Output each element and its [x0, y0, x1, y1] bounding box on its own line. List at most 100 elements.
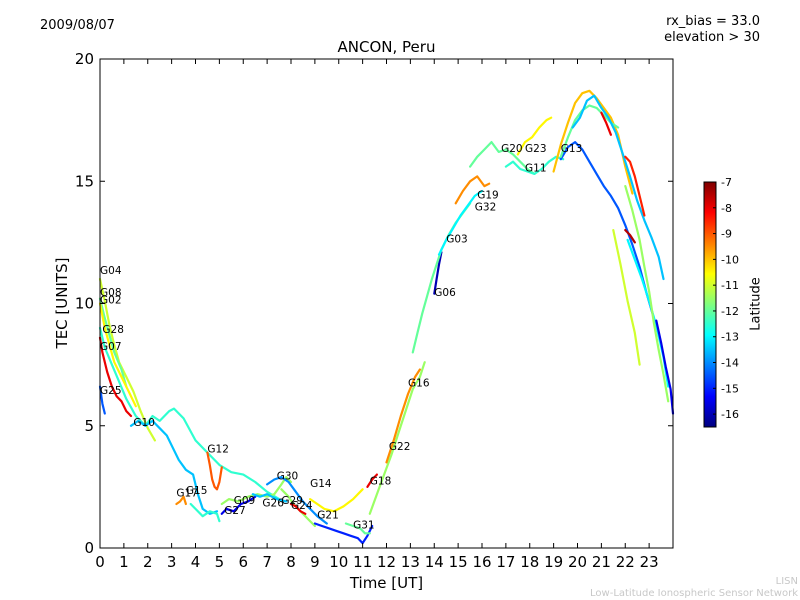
- x-tick-label: 12: [377, 553, 396, 571]
- satellite-label: G15: [186, 485, 208, 497]
- y-tick-label: 10: [75, 295, 94, 313]
- x-tick-label: 1: [119, 553, 129, 571]
- satellite-label: G32: [475, 202, 497, 214]
- series-line-g24: [289, 502, 307, 515]
- x-tick-label: 11: [353, 553, 372, 571]
- satellite-label: G19: [477, 189, 499, 201]
- colorbar-tick-label: -10: [721, 253, 739, 266]
- x-tick-label: 13: [401, 553, 420, 571]
- satellite-label: G06: [434, 287, 456, 299]
- series-line-g03: [411, 202, 472, 354]
- series-line-trace-38: [655, 319, 675, 415]
- satellite-label: G17: [176, 488, 198, 500]
- x-tick-label: 7: [262, 553, 272, 571]
- footer-network-name: Low-Latitude Ionospheric Sensor Network: [590, 588, 798, 599]
- x-tick-label: 14: [425, 553, 444, 571]
- series-line-g20: [469, 141, 536, 175]
- satellite-label: G24: [291, 500, 313, 512]
- satellite-label: G10: [133, 417, 155, 429]
- satellite-label: G04: [100, 265, 122, 277]
- x-tick-label: 10: [329, 553, 348, 571]
- colorbar: -7 -8 -9 -10 -11 -12 -13 -14 -15 -16: [703, 176, 739, 428]
- series-line-g15: [189, 502, 221, 523]
- series-line-g04: [98, 277, 156, 442]
- x-tick-label: 17: [496, 553, 515, 571]
- colorbar-tick-label: -11: [721, 279, 739, 292]
- colorbar-tick-label: -16: [721, 408, 739, 421]
- series-line-g17: [175, 495, 187, 506]
- elevation-label: elevation > 30: [664, 30, 760, 45]
- satellite-label: G28: [102, 324, 124, 336]
- satellite-label: G30: [277, 471, 299, 483]
- satellite-label: G27: [224, 505, 246, 517]
- colorbar-tick-label: -15: [721, 382, 739, 395]
- satellite-label: G22: [389, 441, 411, 453]
- satellite-label: G08: [100, 287, 122, 299]
- series-line-g07: [98, 336, 133, 418]
- satellite-label: G16: [408, 378, 430, 390]
- satellite-label: G26: [262, 497, 284, 509]
- satellite-label: G20: [501, 143, 522, 155]
- y-tick-label: 15: [75, 172, 94, 190]
- series-line-g13: [559, 141, 655, 320]
- series-line-g06: [433, 251, 443, 295]
- x-tick-label: 9: [310, 553, 320, 571]
- series-line-g19: [454, 175, 491, 205]
- x-tick-label: 19: [544, 553, 563, 571]
- colorbar-tick-label: -12: [721, 305, 739, 318]
- satellite-label: G02: [100, 295, 122, 307]
- x-tick-label: 22: [616, 553, 635, 571]
- colorbar-gradient: [703, 181, 717, 428]
- series-line-trace-33: [600, 111, 612, 136]
- x-tick-label: 5: [215, 553, 225, 571]
- series-line-g16: [385, 368, 421, 464]
- satellite-label: G13: [561, 143, 583, 155]
- footer-lisn: LISN: [775, 576, 798, 587]
- satellite-label: G31: [353, 519, 375, 531]
- satellite-label: G07: [100, 341, 122, 353]
- x-tick-label: 4: [191, 553, 201, 571]
- series-line-g32: [437, 189, 484, 256]
- satellite-label: G21: [317, 510, 339, 522]
- satellite-label: G25: [100, 385, 122, 397]
- y-tick-label: 0: [84, 539, 94, 557]
- series-line-g08: [98, 297, 128, 388]
- series-line-g21: [313, 522, 374, 545]
- x-tick-label: 6: [238, 553, 248, 571]
- x-tick-label: 15: [449, 553, 468, 571]
- axis-layer: 0 1 2 3 4 5 6 7 8 9 10 11 12 13 14 15 16 17 18 19 20 21 22 2305…: [75, 50, 673, 571]
- series-line-g28: [98, 326, 281, 501]
- series-line-g10: [129, 419, 219, 515]
- colorbar-tick-label: -7: [721, 176, 732, 189]
- x-tick-label: 20: [568, 553, 587, 571]
- series-line-g26: [251, 493, 288, 503]
- x-tick-label: 16: [472, 553, 491, 571]
- series-line-g14: [309, 488, 364, 513]
- x-tick-label: 21: [592, 553, 611, 571]
- series-line-g23: [516, 116, 553, 156]
- series-line-g02: [98, 302, 137, 408]
- series-line-g27: [220, 495, 257, 515]
- y-tick-label: 5: [84, 417, 94, 435]
- y-tick-label: 20: [75, 50, 94, 68]
- series-line-g11: [504, 155, 565, 175]
- x-tick-label: 2: [143, 553, 153, 571]
- series-line-g30: [266, 476, 328, 525]
- x-tick-label: 0: [95, 553, 105, 571]
- colorbar-tick-label: -9: [721, 228, 732, 241]
- rx-bias-label: rx_bias = 33.0: [666, 14, 760, 29]
- satellite-label: G09: [234, 495, 256, 507]
- series-line-trace-32: [571, 94, 665, 281]
- satellite-label: G11: [525, 163, 547, 175]
- satellite-label: G18: [370, 475, 392, 487]
- series-line-trace-35: [624, 229, 636, 244]
- satellite-label: G03: [446, 233, 468, 245]
- series-line-g31: [344, 522, 371, 535]
- date-label: 2009/08/07: [40, 18, 115, 33]
- x-tick-label: 18: [520, 553, 539, 571]
- satellite-label: G14: [310, 478, 332, 490]
- series-line-g22: [368, 361, 426, 515]
- series-line-g18: [366, 473, 378, 488]
- x-tick-label: 23: [640, 553, 659, 571]
